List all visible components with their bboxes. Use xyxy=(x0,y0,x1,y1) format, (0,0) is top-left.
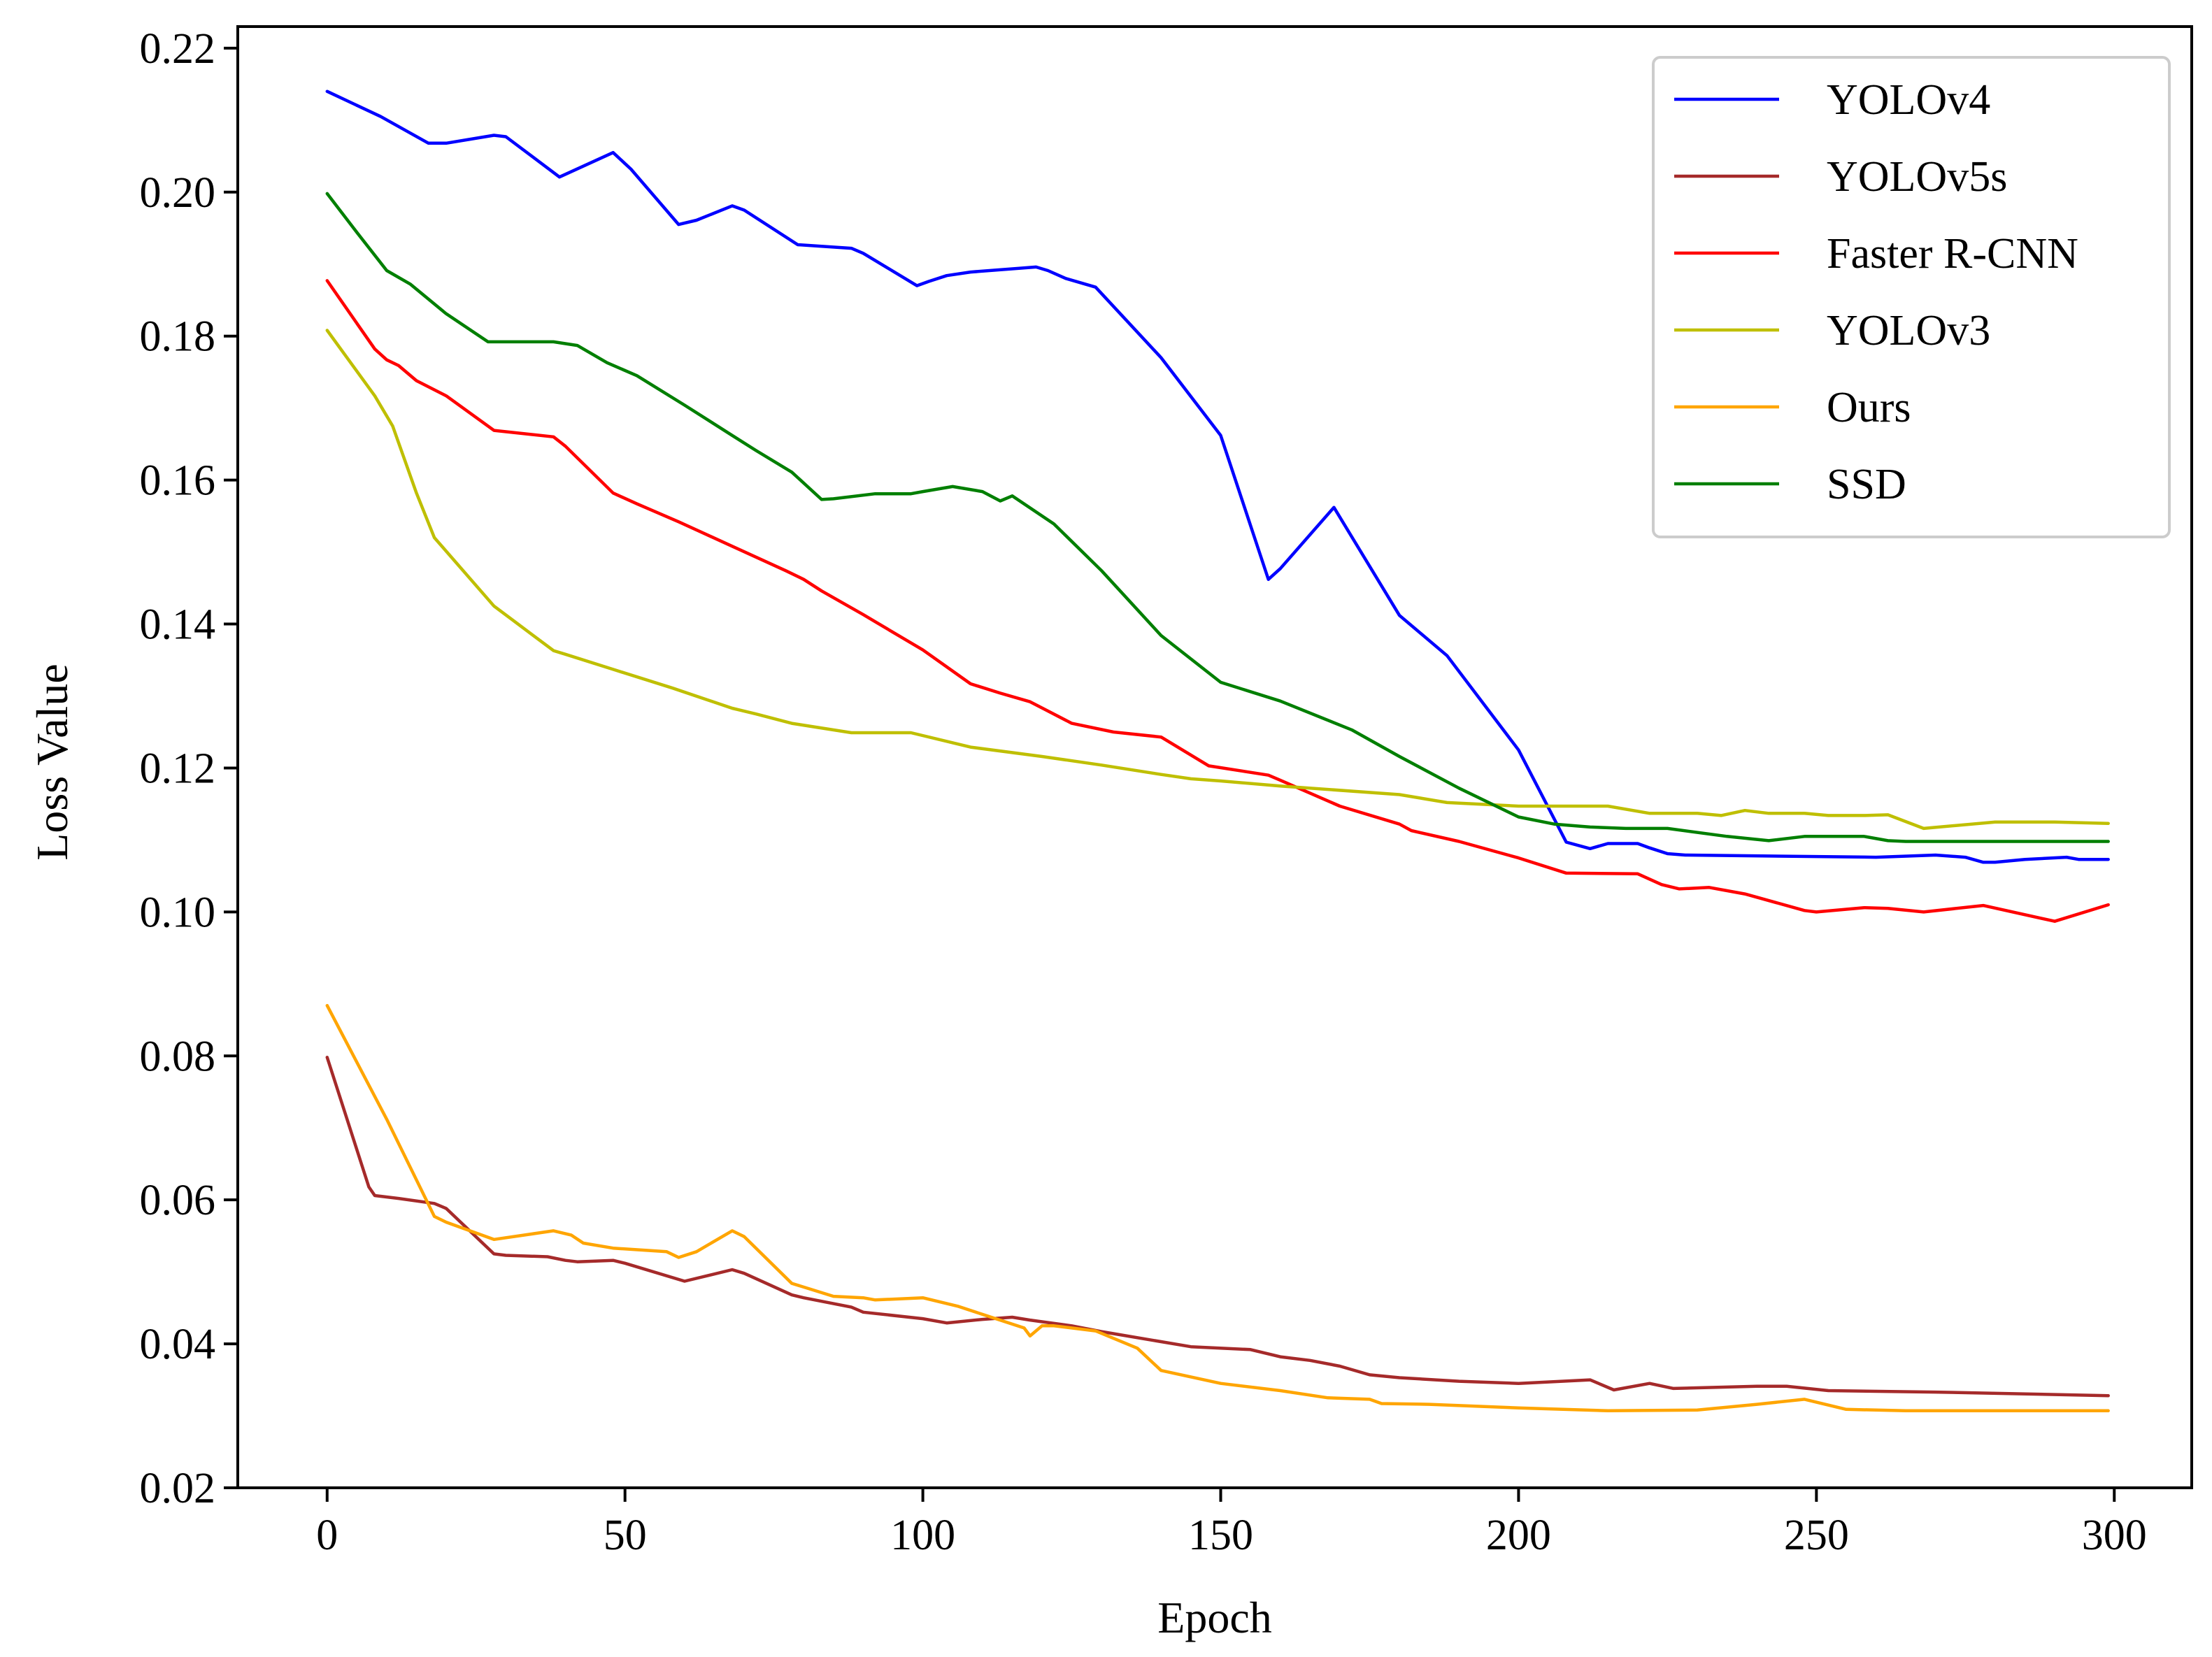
x-axis-ticks: 0 50 100 150 200 250 300 xyxy=(316,1488,2147,1559)
legend-label-4: Ours xyxy=(1827,384,1911,431)
plot-frame xyxy=(236,25,2193,1489)
y-tick-label: 0.18 xyxy=(140,313,216,361)
y-tick-label: 0.12 xyxy=(140,745,216,792)
y-tick-label: 0.20 xyxy=(140,169,216,217)
y-tick-label: 0.10 xyxy=(140,889,216,936)
y-axis-label: Loss Value xyxy=(27,663,77,860)
x-tick-label: 50 xyxy=(604,1512,647,1559)
y-tick-label: 0.08 xyxy=(140,1033,216,1080)
x-tick-label: 150 xyxy=(1188,1512,1253,1559)
x-axis-label: Epoch xyxy=(1157,1593,1272,1642)
x-tick-label: 250 xyxy=(1784,1512,1849,1559)
y-tick-label: 0.04 xyxy=(140,1321,216,1368)
y-tick-label: 0.02 xyxy=(140,1465,216,1512)
y-tick-label: 0.14 xyxy=(140,601,216,649)
series-line-1 xyxy=(325,1056,2110,1398)
series-line-5 xyxy=(325,192,2110,843)
series-line-3 xyxy=(325,329,2110,831)
legend-label-2: Faster R-CNN xyxy=(1827,230,2078,278)
series-line-0 xyxy=(325,89,2110,864)
x-tick-label: 100 xyxy=(890,1512,955,1559)
legend-label-1: YOLOv5s xyxy=(1827,153,2007,201)
legend-label-5: SSD xyxy=(1827,461,1906,508)
legend-box xyxy=(1652,56,2171,538)
x-tick-label: 0 xyxy=(316,1512,338,1559)
legend: YOLOv4 YOLOv5s Faster R-CNN YOLOv3 Ours SSD xyxy=(1652,56,2171,538)
y-axis-ticks: 0.02 0.04 0.06 0.08 0.10 0.12 0.14 0.16 0.18 0.20… xyxy=(140,25,238,1512)
x-tick-label: 300 xyxy=(2082,1512,2147,1559)
legend-items: YOLOv4 YOLOv5s Faster R-CNN YOLOv3 Ours SSD xyxy=(1674,76,2078,508)
legend-label-3: YOLOv3 xyxy=(1827,307,1990,354)
legend-label-0: YOLOv4 xyxy=(1827,76,1990,124)
series-layer xyxy=(325,89,2110,1413)
x-tick-label: 200 xyxy=(1486,1512,1551,1559)
series-line-2 xyxy=(325,279,2110,923)
series-line-4 xyxy=(325,1003,2110,1413)
y-tick-label: 0.06 xyxy=(140,1177,216,1224)
y-tick-label: 0.22 xyxy=(140,25,216,73)
y-tick-label: 0.16 xyxy=(140,457,216,505)
